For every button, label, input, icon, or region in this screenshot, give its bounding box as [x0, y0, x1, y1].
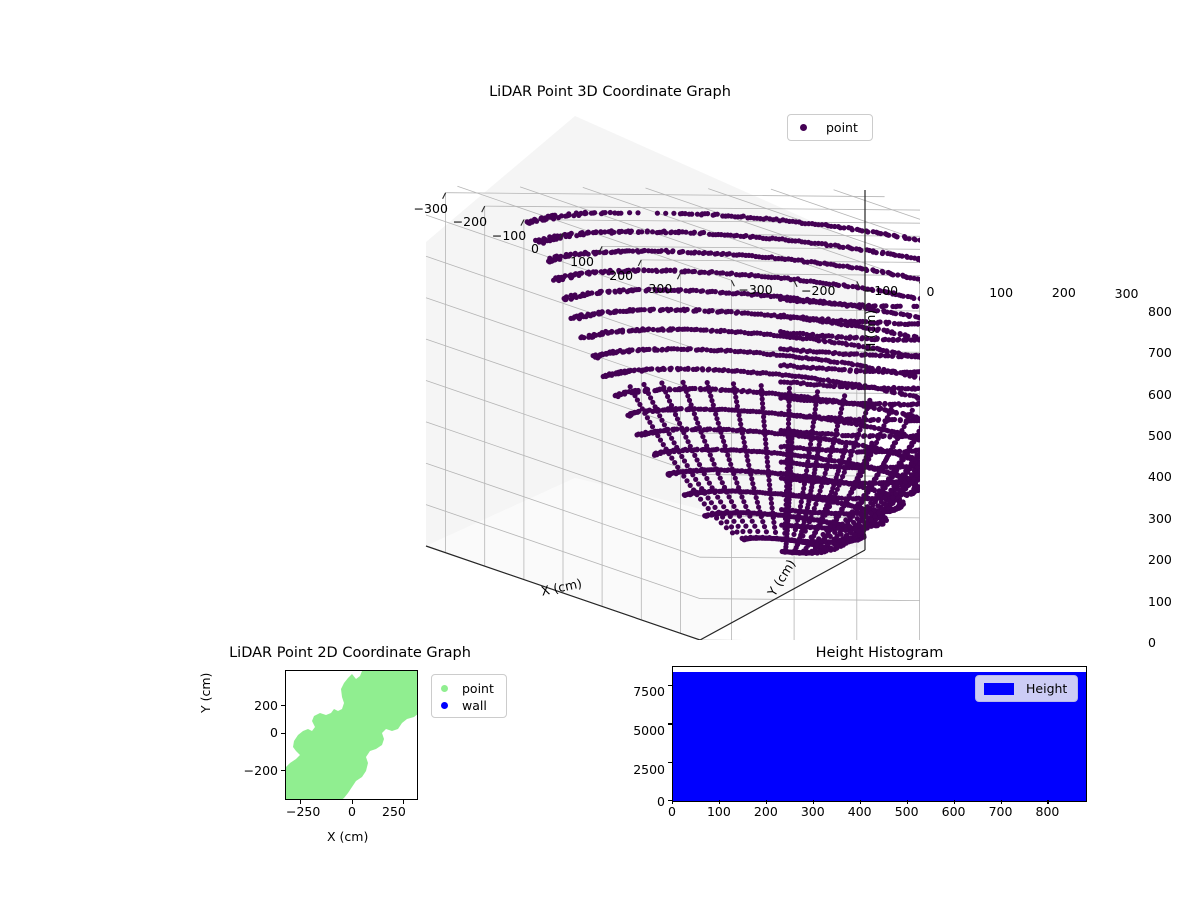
ytick-3d--200: −200 — [801, 282, 836, 298]
xtick-hist-700: 700 — [988, 804, 1013, 819]
ztick-3d-300: 300 — [1148, 510, 1172, 526]
ylabel-2d: Y (cm) — [198, 672, 213, 713]
point-cloud-2d-region — [286, 671, 417, 799]
axes-3d-canvas — [425, 116, 920, 640]
ztick-3d-500: 500 — [1148, 428, 1172, 444]
ytick-hist-7500: 7500 — [633, 684, 665, 699]
legend-marker-point — [800, 124, 807, 131]
ztick-3d-700: 700 — [1148, 345, 1172, 361]
legend-marker-wall-2d — [441, 702, 448, 709]
ytick-3d-200: 200 — [1051, 285, 1076, 301]
xtick-hist-500: 500 — [894, 804, 919, 819]
ztick-3d-800: 800 — [1148, 303, 1172, 319]
xtick-hist-600: 600 — [941, 804, 966, 819]
legend-marker-point-2d — [441, 685, 448, 692]
legend-label-height: Height — [1026, 681, 1068, 696]
xtick-hist-200: 200 — [753, 804, 778, 819]
legend-2d-entry-wall[interactable]: wall — [441, 697, 506, 714]
ztick-3d-400: 400 — [1148, 469, 1172, 485]
legend-label-point: point — [826, 120, 858, 135]
xtick-2d-minus250: −250 — [286, 804, 321, 819]
ztick-3d-100: 100 — [1148, 593, 1172, 609]
xtick-2d-250: 250 — [382, 804, 406, 819]
ztick-3d-600: 600 — [1148, 386, 1172, 402]
axes-2d-lidar — [285, 670, 418, 800]
xtick-hist-300: 300 — [800, 804, 825, 819]
tickmark-hist-x-100 — [718, 800, 721, 804]
tickmark-hist-y-5000 — [668, 723, 672, 725]
ztick-3d-200: 200 — [1148, 552, 1172, 568]
xtick-hist-400: 400 — [847, 804, 872, 819]
tickmark-hist-x-500 — [906, 800, 908, 804]
tickmark-hist-x-400 — [859, 800, 861, 804]
legend-2d-entry-point[interactable]: point — [441, 680, 506, 697]
ytick-3d-100: 100 — [989, 284, 1014, 300]
legend-histogram[interactable]: Height — [975, 675, 1078, 702]
ytick-2d-0: 0 — [270, 725, 278, 740]
tickmark-hist-y-7500 — [668, 685, 672, 687]
xtick-hist-0: 0 — [668, 804, 676, 819]
ytick-2d-200: 200 — [254, 698, 278, 713]
xtick-3d-200: 200 — [609, 267, 634, 283]
tickmark-hist-x-700 — [1000, 800, 1002, 804]
plot-title-3d: LiDAR Point 3D Coordinate Graph — [489, 84, 731, 100]
ztick-3d-0: 0 — [1148, 635, 1156, 650]
tickmark-hist-x-0 — [672, 800, 674, 804]
plot-title-histogram: Height Histogram — [815, 645, 944, 661]
tickmark-hist-x-300 — [812, 800, 814, 804]
legend-patch-height — [984, 682, 1014, 695]
ytick-hist-0: 0 — [657, 794, 665, 809]
legend-3d[interactable]: point — [787, 114, 873, 141]
tick-2d-y-200 — [281, 705, 285, 707]
xtick-3d--100: −100 — [491, 227, 527, 243]
legend-label-point-2d: point — [462, 681, 494, 696]
xtick-hist-800: 800 — [1035, 804, 1060, 819]
tickmark-hist-y-2500 — [668, 761, 672, 763]
ytick-3d-0: 0 — [926, 284, 935, 299]
tickmark-hist-x-800 — [1047, 800, 1049, 804]
tick-2d-x-250 — [403, 800, 405, 804]
tick-2d-x-0 — [352, 800, 354, 804]
ytick-3d-300: 300 — [1114, 285, 1139, 301]
tick-2d-y-m200 — [281, 770, 285, 772]
xtick-2d-0: 0 — [348, 804, 356, 819]
ytick-2d-minus200: −200 — [243, 763, 278, 778]
xtick-3d-100: 100 — [570, 254, 594, 270]
xtick-3d--200: −200 — [452, 214, 488, 230]
plot-title-2d: LiDAR Point 2D Coordinate Graph — [229, 645, 471, 661]
tick-2d-y-0 — [281, 733, 285, 735]
axes-3d-lidar — [300, 80, 920, 640]
ytick-hist-5000: 5000 — [633, 723, 665, 738]
xtick-3d-0: 0 — [531, 241, 539, 256]
xlabel-2d: X (cm) — [327, 829, 369, 844]
tick-2d-x-m250 — [300, 800, 302, 804]
legend-2d[interactable]: point wall — [431, 674, 507, 718]
legend-label-wall-2d: wall — [462, 698, 487, 713]
xtick-hist-100: 100 — [706, 804, 731, 819]
ytick-3d--300: −300 — [738, 282, 773, 298]
xtick-3d-300: 300 — [648, 281, 673, 297]
zlabel-3d: H (cm) — [863, 309, 878, 352]
tickmark-hist-x-600 — [953, 800, 955, 804]
ytick-hist-2500: 2500 — [633, 762, 665, 777]
tickmark-hist-y-0 — [668, 800, 672, 802]
xtick-3d--300: −300 — [413, 200, 448, 216]
ytick-3d--100: −100 — [863, 283, 899, 299]
tickmark-hist-x-200 — [765, 800, 767, 804]
